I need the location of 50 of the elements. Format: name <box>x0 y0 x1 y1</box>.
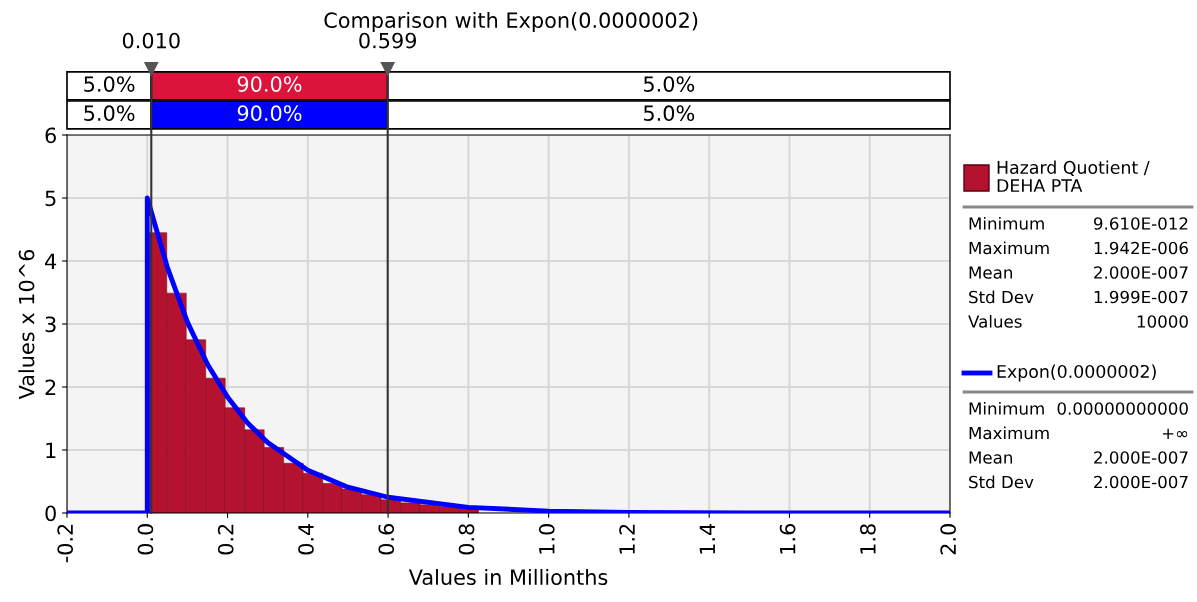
x-tick-label: -0.2 <box>57 524 74 563</box>
text: 10000 <box>1137 315 1188 328</box>
x-axis-title: Values in Millionths <box>408 568 608 586</box>
x-tick-label: 1.8 <box>860 524 876 554</box>
text: 2.000E-007 <box>1094 475 1188 489</box>
x-tick-label: 0.8 <box>458 524 475 555</box>
text: Mean <box>969 266 1012 279</box>
ref-line-label: 0.010 <box>122 32 180 49</box>
text: Maximum <box>969 426 1049 440</box>
legend-label: Hazard Quotient / DEHA PTA <box>997 160 1150 192</box>
text: 5.0% <box>643 105 695 122</box>
text: Maximum <box>969 241 1049 255</box>
text: 5.0% <box>643 76 695 92</box>
x-tick-label: 1.0 <box>538 524 555 554</box>
chart-title: Comparison with Expon(0.0000002) <box>324 11 698 33</box>
text: 9.610E-012 <box>1093 217 1188 230</box>
text: 2.000E-007 <box>1094 266 1188 279</box>
x-tick-label: 1.4 <box>699 523 715 554</box>
x-tick-label: 0.0 <box>137 524 154 555</box>
y-tick-label: 3 <box>45 316 56 333</box>
legend-label: Expon(0.0000002) <box>997 364 1156 382</box>
x-tick-label: 0.6 <box>378 524 395 555</box>
y-tick-label: 1 <box>46 442 56 458</box>
y-tick-label: 2 <box>45 379 56 395</box>
text: Values <box>968 314 1022 328</box>
text: 0.00000000000 <box>1057 402 1188 415</box>
x-tick-label: 0.4 <box>298 523 314 555</box>
y-tick-label: 0 <box>45 505 56 522</box>
text: 5.0% <box>84 105 135 122</box>
x-tick-label: 2.0 <box>940 524 957 555</box>
y-tick-label: 5 <box>45 190 56 207</box>
text: 90.0% <box>237 105 302 122</box>
text: Std Dev <box>969 475 1034 489</box>
ref-line-label: 0.599 <box>359 32 417 49</box>
text: 2.000E-007 <box>1094 451 1188 464</box>
text: 90.0% <box>237 76 302 92</box>
text: Minimum <box>969 216 1044 230</box>
x-tick-label: 1.6 <box>779 524 796 554</box>
text: Minimum <box>969 401 1044 415</box>
text: 1.999E-007 <box>1094 290 1188 304</box>
y-axis-title: Values x 10^6 <box>18 249 35 400</box>
text: 5.0% <box>84 76 135 92</box>
text: Mean <box>969 451 1012 464</box>
y-tick-label: 6 <box>45 127 56 144</box>
x-tick-label: 0.2 <box>217 524 234 555</box>
y-tick-label: 4 <box>45 253 57 269</box>
x-tick-label: 1.2 <box>619 524 635 554</box>
text: +∞ <box>1162 428 1188 440</box>
text: 1.942E-006 <box>1094 241 1188 255</box>
text: Std Dev <box>969 290 1034 304</box>
